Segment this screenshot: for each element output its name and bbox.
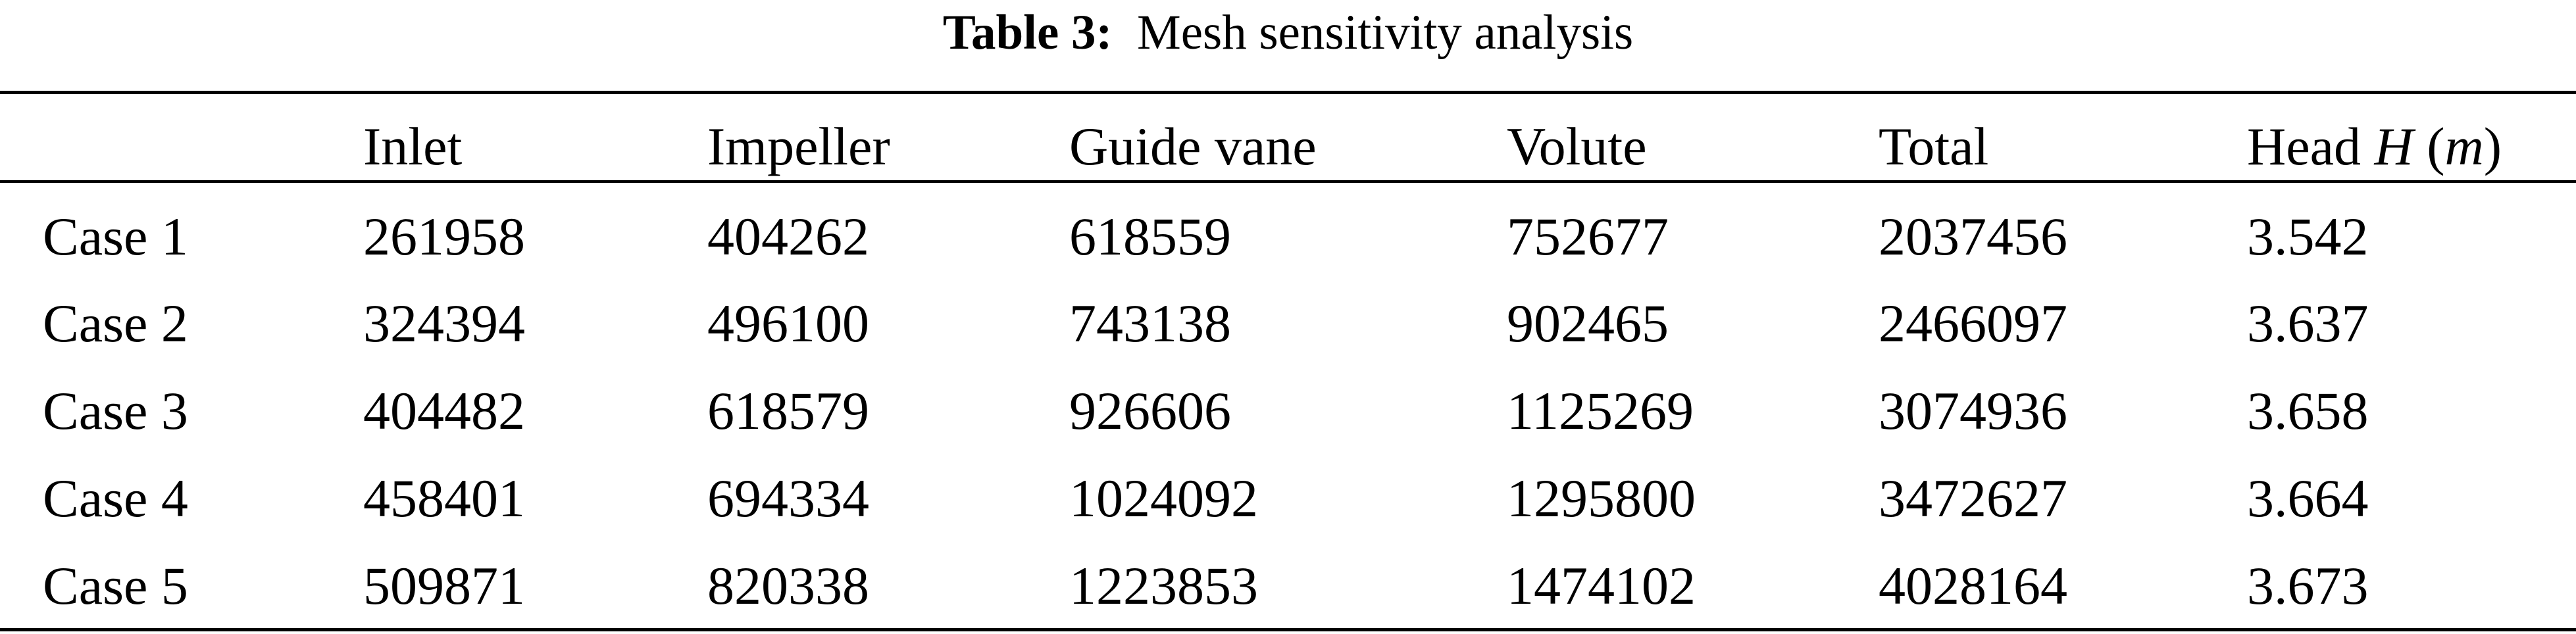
table-caption-title: Mesh sensitivity analysis xyxy=(1137,5,1634,60)
header-cell-guide-vane: Guide vane xyxy=(1069,116,1317,176)
cell-head: 3.664 xyxy=(2247,468,2369,528)
row-label: Case 2 xyxy=(43,293,188,353)
table-caption-label: Table 3: xyxy=(942,5,1113,60)
cell-guide-vane: 926606 xyxy=(1069,381,1231,441)
table-row: Case 3 404482 618579 926606 1125269 3074… xyxy=(0,375,2576,447)
cell-total: 2037456 xyxy=(1879,207,2067,266)
cell-volute: 1125269 xyxy=(1507,381,1694,441)
cell-total: 3472627 xyxy=(1879,468,2067,528)
header-cell-inlet: Inlet xyxy=(363,116,463,176)
cell-impeller: 820338 xyxy=(707,556,869,616)
cell-total: 2466097 xyxy=(1879,293,2067,353)
cell-impeller: 694334 xyxy=(707,468,869,528)
row-label: Case 5 xyxy=(43,556,188,616)
table-header-row: Inlet Impeller Guide vane Volute Total H… xyxy=(0,110,2576,183)
head-unit: m xyxy=(2444,116,2484,176)
header-cell-head: Head H (m) xyxy=(2247,110,2502,183)
head-open-paren: ( xyxy=(2427,116,2445,176)
cell-inlet: 458401 xyxy=(363,468,525,528)
cell-guide-vane: 618559 xyxy=(1069,207,1231,266)
row-label: Case 1 xyxy=(43,207,188,266)
cell-inlet: 509871 xyxy=(363,556,525,616)
cell-impeller: 404262 xyxy=(707,207,869,266)
cell-volute: 1474102 xyxy=(1507,556,1696,616)
header-cell-volute: Volute xyxy=(1507,116,1647,176)
cell-total: 3074936 xyxy=(1879,381,2067,441)
table-row: Case 1 261958 404262 618559 752677 20374… xyxy=(0,201,2576,273)
cell-guide-vane: 743138 xyxy=(1069,293,1231,353)
head-close-paren: ) xyxy=(2483,116,2502,176)
cell-guide-vane: 1223853 xyxy=(1069,556,1258,616)
cell-inlet: 404482 xyxy=(363,381,525,441)
table-bottom-rule xyxy=(0,628,2576,631)
cell-impeller: 496100 xyxy=(707,293,869,353)
cell-inlet: 261958 xyxy=(363,207,525,266)
table-top-rule xyxy=(0,91,2576,94)
cell-head: 3.673 xyxy=(2247,556,2369,616)
row-label: Case 3 xyxy=(43,381,188,441)
cell-guide-vane: 1024092 xyxy=(1069,468,1258,528)
table-caption: Table 3: Mesh sensitivity analysis xyxy=(0,0,2576,66)
cell-volute: 1295800 xyxy=(1507,468,1696,528)
cell-volute: 902465 xyxy=(1507,293,1669,353)
cell-head: 3.542 xyxy=(2247,207,2369,266)
cell-volute: 752677 xyxy=(1507,207,1669,266)
table-row: Case 5 509871 820338 1223853 1474102 402… xyxy=(0,550,2576,622)
table-row: Case 4 458401 694334 1024092 1295800 347… xyxy=(0,462,2576,535)
cell-total: 4028164 xyxy=(1879,556,2067,616)
cell-head: 3.658 xyxy=(2247,381,2369,441)
cell-impeller: 618579 xyxy=(707,381,869,441)
head-prefix: Head xyxy=(2247,116,2361,176)
cell-head: 3.637 xyxy=(2247,293,2369,353)
head-symbol: H xyxy=(2374,116,2413,176)
table-header-rule xyxy=(0,180,2576,183)
header-cell-impeller: Impeller xyxy=(707,116,890,176)
cell-inlet: 324394 xyxy=(363,293,525,353)
row-label: Case 4 xyxy=(43,468,188,528)
header-cell-total: Total xyxy=(1879,116,1989,176)
table-row: Case 2 324394 496100 743138 902465 24660… xyxy=(0,287,2576,360)
